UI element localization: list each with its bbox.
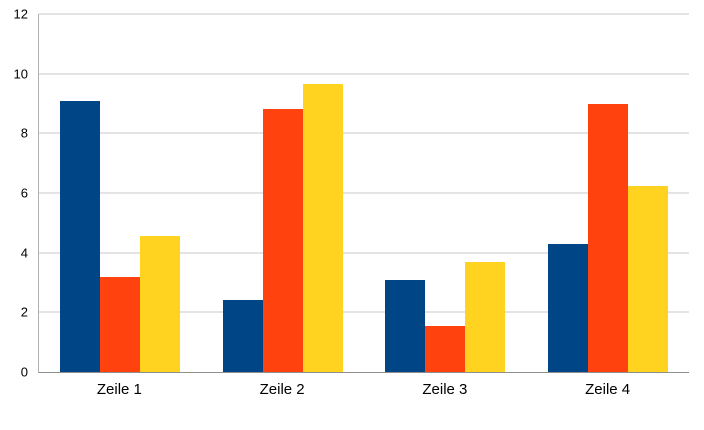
gridline: [39, 192, 689, 194]
bar: [140, 236, 181, 372]
gridline: [39, 13, 689, 15]
y-tick-label: 12: [13, 6, 28, 22]
bar-group: [39, 14, 202, 372]
gridline: [39, 73, 689, 75]
y-tick-label: 8: [20, 125, 28, 141]
bar: [587, 103, 628, 372]
y-tick-label: 6: [20, 185, 28, 201]
x-category-label: Zeile 2: [259, 381, 305, 398]
bar: [100, 276, 141, 372]
bar-group: [202, 14, 365, 372]
x-category-label: Zeile 1: [96, 381, 142, 398]
gridline: [39, 252, 689, 254]
bar: [302, 84, 343, 372]
bar: [627, 185, 668, 372]
y-tick-label: 4: [20, 245, 28, 261]
plot-area: [38, 13, 689, 373]
gridline: [39, 311, 689, 313]
bar-groups: [39, 14, 689, 372]
y-tick-label: 0: [20, 364, 28, 380]
x-axis-labels: Zeile 1 Zeile 2 Zeile 3 Zeile 4: [38, 381, 689, 398]
bar: [385, 279, 426, 372]
x-category-label: Zeile 4: [585, 381, 631, 398]
x-category-label: Zeile 3: [422, 381, 468, 398]
bar: [465, 261, 506, 372]
bar: [262, 109, 303, 372]
gridline: [39, 132, 689, 134]
y-tick-label: 10: [13, 66, 28, 82]
bar: [425, 325, 466, 372]
bar: [222, 300, 263, 372]
y-tick-label: 2: [20, 304, 28, 320]
bar: [60, 100, 101, 372]
bar: [547, 243, 588, 372]
y-axis: 0 2 4 6 8 10 12: [0, 8, 32, 379]
bar-group: [527, 14, 690, 372]
bar-group: [364, 14, 527, 372]
